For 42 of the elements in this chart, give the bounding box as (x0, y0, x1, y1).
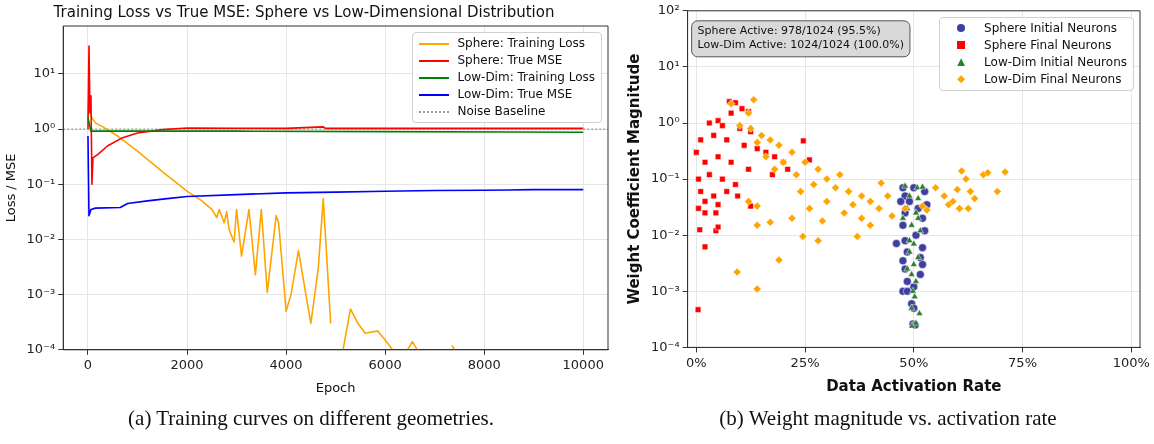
x-tick-label: 0% (686, 354, 707, 370)
annotation: Low-Dim Active: 1024/1024 (100.0%) (697, 38, 904, 52)
x-axis-title: Epoch (315, 379, 356, 395)
legend-label: Sphere Initial Neurons (984, 19, 1118, 37)
x-tick-label: 6000 (368, 356, 402, 372)
text: (b) Weight magnitude vs. activation rate (718, 406, 1058, 431)
legend-label: Low-Dim Final Neurons (984, 70, 1122, 88)
y-tick-label: 10⁻¹ (650, 170, 680, 186)
legend-label: Sphere: True MSE (457, 52, 563, 69)
x-tick-label: 4000 (269, 356, 303, 372)
y-axis-title: Weight Coefficient Magnitude (624, 53, 643, 305)
x-tick-label: 75% (1008, 354, 1038, 370)
y-tick-label: 10⁰ (33, 120, 56, 136)
legend-label: Noise Baseline (457, 103, 546, 120)
x-tick-label: 0 (83, 356, 93, 372)
x-tick-label: 50% (899, 354, 929, 370)
annotation: Sphere Active: 978/1024 (95.5%) (697, 24, 881, 38)
legend-label: Low-Dim Initial Neurons (984, 53, 1127, 71)
y-tick-label: 10⁰ (657, 114, 680, 130)
x-tick-label: 2000 (170, 356, 204, 372)
y-tick-label: 10⁻⁴ (650, 338, 680, 354)
y-tick-label: 10¹ (33, 65, 56, 81)
legend-label: Sphere Final Neurons (984, 36, 1112, 54)
y-axis-title: Loss / MSE (3, 153, 19, 223)
x-tick-label: 100% (1112, 354, 1150, 370)
x-tick-label: 25% (790, 354, 820, 370)
legend-label: Sphere: Training Loss (457, 35, 586, 52)
text: (a) Training curves on different geometries. (127, 406, 495, 431)
chart-title: Training Loss vs True MSE: Sphere vs Low-Dimensional Distribution (52, 2, 555, 21)
y-tick-label: 10² (657, 2, 680, 18)
y-tick-label: 10⁻³ (26, 286, 56, 302)
y-tick-label: 10⁻³ (650, 282, 680, 298)
legend-label: Low-Dim: Training Loss (457, 69, 595, 86)
legend-label: Low-Dim: True MSE (457, 86, 573, 103)
x-tick-label: 8000 (467, 356, 501, 372)
y-tick-label: 10⁻⁴ (26, 341, 56, 357)
y-tick-label: 10⁻² (26, 230, 56, 246)
x-axis-title: Data Activation Rate (826, 376, 1002, 395)
y-tick-label: 10⁻¹ (26, 175, 56, 191)
x-tick-label: 10000 (562, 356, 604, 372)
y-tick-label: 10¹ (657, 58, 680, 74)
y-tick-label: 10⁻² (650, 226, 680, 242)
